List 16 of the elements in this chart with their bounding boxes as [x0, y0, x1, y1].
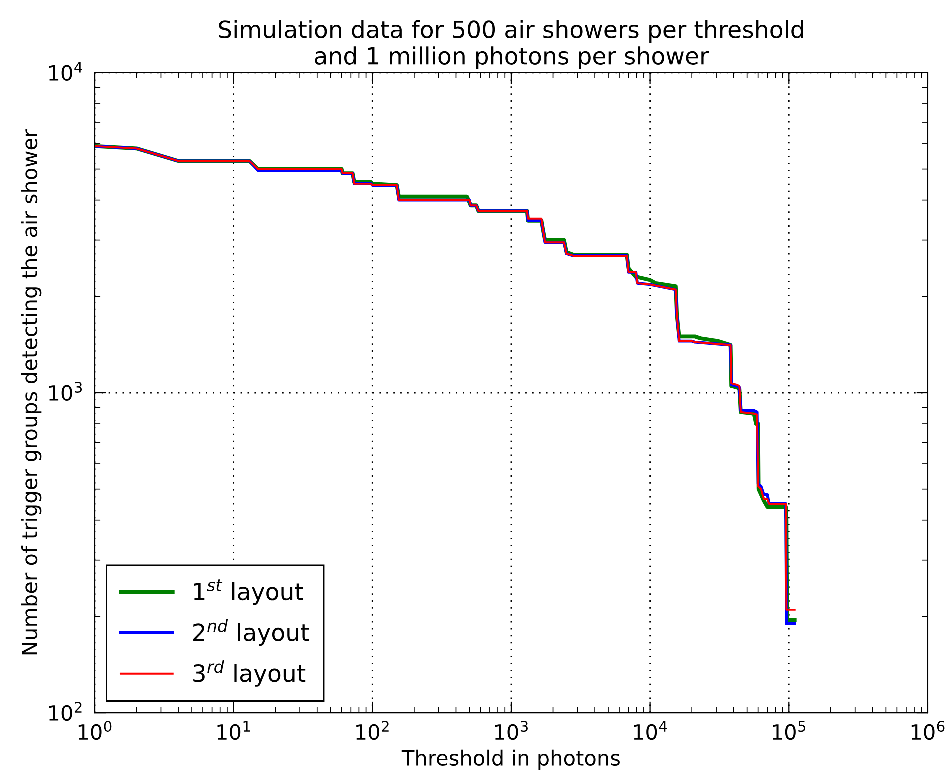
x-tick-label: 10$^{6}$	[912, 721, 945, 740]
x-tick-label: 10$^{4}$	[634, 721, 668, 740]
x-tick-label: 10$^{2}$	[356, 721, 389, 740]
x-tick-label: 10$^{5}$	[773, 721, 806, 740]
y-tick-label: 10$^{3}$	[49, 382, 82, 402]
legend-label: 2$^{nd}$ layout	[194, 620, 310, 646]
y-tick-label: 10$^{2}$	[49, 702, 82, 722]
y-tick-label: 10$^{4}$	[49, 62, 82, 82]
legend-label: 1$^{st}$ layout	[194, 580, 304, 606]
chart-title: Simulation data for 500 air showers per threshold and 1 million photons per shower	[219, 20, 804, 70]
y-axis-title: Number of trigger groups detecting the air shower	[21, 129, 42, 655]
legend-label: 3$^{rd}$ layout	[194, 660, 306, 687]
x-tick-label: 10$^{0}$	[78, 721, 112, 740]
x-tick-label: 10$^{3}$	[495, 721, 528, 740]
x-axis-title: Threshold in photons	[402, 750, 620, 770]
x-tick-label: 10$^{1}$	[218, 721, 250, 740]
